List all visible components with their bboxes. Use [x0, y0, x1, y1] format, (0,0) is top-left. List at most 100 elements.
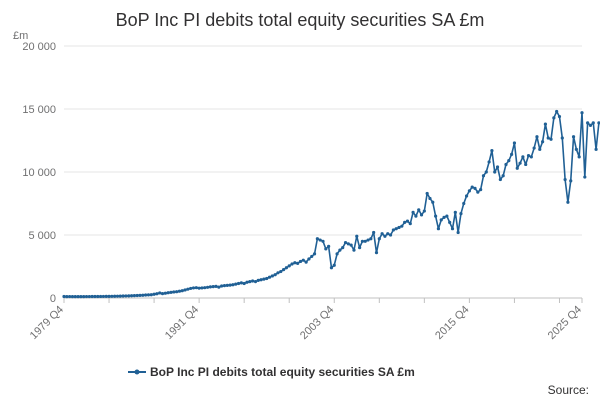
- data-point[interactable]: [386, 232, 390, 236]
- data-point[interactable]: [555, 109, 559, 114]
- data-point[interactable]: [245, 280, 249, 284]
- data-point[interactable]: [464, 194, 469, 198]
- data-point[interactable]: [234, 282, 238, 286]
- data-point[interactable]: [220, 284, 224, 288]
- data-point[interactable]: [312, 252, 317, 256]
- data-point[interactable]: [535, 135, 539, 139]
- data-point[interactable]: [414, 214, 418, 218]
- data-point[interactable]: [205, 285, 210, 289]
- data-point[interactable]: [377, 237, 381, 241]
- data-point[interactable]: [259, 278, 263, 282]
- data-point[interactable]: [132, 294, 136, 298]
- data-point[interactable]: [366, 238, 370, 242]
- data-point[interactable]: [284, 266, 288, 270]
- data-point[interactable]: [166, 291, 170, 295]
- data-point[interactable]: [124, 294, 128, 298]
- data-point[interactable]: [490, 148, 494, 153]
- data-point[interactable]: [493, 170, 497, 174]
- data-point[interactable]: [543, 122, 548, 126]
- data-point[interactable]: [524, 162, 528, 167]
- data-point[interactable]: [68, 294, 72, 299]
- data-point[interactable]: [208, 285, 212, 289]
- data-point[interactable]: [163, 291, 167, 295]
- data-point[interactable]: [287, 264, 291, 268]
- data-point[interactable]: [175, 290, 179, 294]
- data-point[interactable]: [152, 292, 156, 296]
- data-point[interactable]: [557, 114, 562, 119]
- data-point[interactable]: [121, 294, 125, 298]
- data-point[interactable]: [262, 277, 266, 281]
- data-point[interactable]: [253, 280, 258, 284]
- data-point[interactable]: [327, 244, 331, 248]
- data-point[interactable]: [329, 266, 334, 270]
- data-point[interactable]: [363, 239, 367, 243]
- data-point[interactable]: [583, 175, 587, 179]
- data-point[interactable]: [467, 189, 471, 193]
- data-point[interactable]: [343, 240, 348, 245]
- data-point[interactable]: [346, 242, 350, 246]
- data-point[interactable]: [470, 185, 474, 189]
- data-point[interactable]: [442, 215, 446, 219]
- data-point[interactable]: [118, 294, 122, 298]
- data-point[interactable]: [360, 239, 365, 243]
- data-point[interactable]: [507, 159, 511, 163]
- data-point[interactable]: [144, 293, 148, 297]
- data-point[interactable]: [566, 200, 570, 204]
- data-point[interactable]: [296, 261, 300, 265]
- data-point[interactable]: [214, 284, 218, 289]
- data-point[interactable]: [138, 293, 142, 297]
- data-point[interactable]: [498, 177, 502, 182]
- data-point[interactable]: [580, 111, 584, 115]
- data-point[interactable]: [84, 294, 89, 299]
- data-point[interactable]: [211, 285, 215, 289]
- data-point[interactable]: [310, 254, 314, 259]
- data-point[interactable]: [448, 220, 452, 224]
- data-point[interactable]: [200, 286, 204, 290]
- data-point[interactable]: [512, 141, 517, 145]
- data-point[interactable]: [273, 273, 277, 277]
- data-point[interactable]: [321, 239, 325, 243]
- data-point[interactable]: [256, 278, 260, 282]
- data-point[interactable]: [191, 286, 196, 290]
- data-point[interactable]: [540, 140, 545, 144]
- data-point[interactable]: [338, 248, 342, 252]
- data-point[interactable]: [301, 258, 305, 262]
- data-point[interactable]: [73, 294, 77, 299]
- data-point[interactable]: [473, 186, 477, 190]
- data-point[interactable]: [456, 230, 460, 235]
- data-point[interactable]: [335, 252, 339, 256]
- data-point[interactable]: [169, 290, 173, 294]
- data-point[interactable]: [372, 230, 376, 235]
- data-point[interactable]: [315, 237, 319, 241]
- data-point[interactable]: [228, 283, 232, 287]
- data-point[interactable]: [510, 152, 514, 156]
- data-point[interactable]: [481, 174, 486, 178]
- data-point[interactable]: [281, 268, 286, 272]
- data-point[interactable]: [135, 293, 139, 298]
- data-point[interactable]: [267, 275, 272, 279]
- data-point[interactable]: [93, 294, 97, 299]
- data-point[interactable]: [113, 294, 117, 298]
- data-point[interactable]: [405, 219, 410, 223]
- data-point[interactable]: [453, 210, 457, 214]
- data-point[interactable]: [270, 274, 274, 278]
- data-point[interactable]: [158, 291, 162, 295]
- data-point[interactable]: [146, 293, 151, 297]
- data-point[interactable]: [552, 116, 556, 120]
- data-point[interactable]: [450, 227, 455, 231]
- data-point[interactable]: [160, 291, 165, 296]
- data-point[interactable]: [341, 246, 345, 250]
- data-point[interactable]: [290, 262, 294, 266]
- data-point[interactable]: [242, 281, 246, 286]
- data-point[interactable]: [183, 288, 187, 292]
- data-point[interactable]: [141, 293, 145, 297]
- data-point[interactable]: [293, 261, 297, 265]
- data-point[interactable]: [419, 213, 424, 217]
- data-point[interactable]: [225, 283, 229, 287]
- data-point[interactable]: [236, 281, 241, 286]
- data-point[interactable]: [388, 233, 393, 237]
- data-point[interactable]: [129, 294, 134, 298]
- data-point[interactable]: [459, 211, 463, 216]
- data-point[interactable]: [571, 135, 576, 139]
- data-point[interactable]: [495, 165, 500, 169]
